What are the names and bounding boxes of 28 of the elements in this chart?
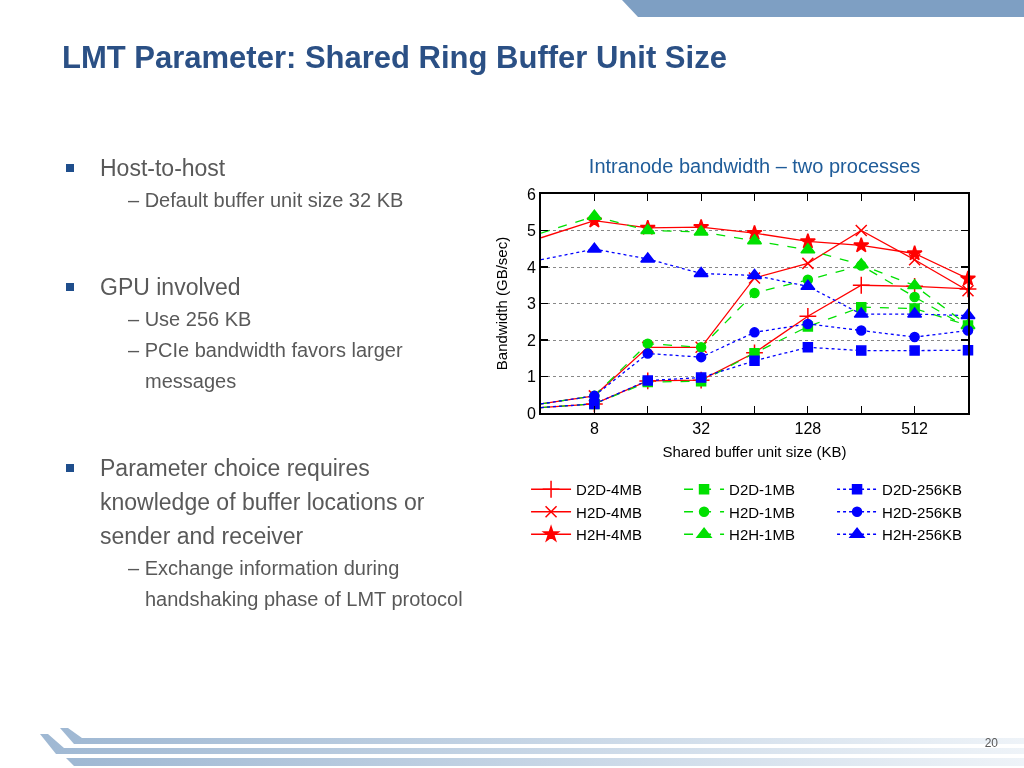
legend-label: H2H-256KB: [882, 526, 963, 544]
legend-label: H2H-4MB: [576, 526, 642, 544]
chart-subtitle: Intranode bandwidth – two processes: [588, 155, 921, 177]
y-tick-label: 6: [526, 185, 536, 203]
legend-label: D2D-1MB: [729, 481, 795, 499]
x-tick-label: 512: [901, 420, 929, 438]
x-tick-label: 8: [589, 420, 599, 438]
legend-label: H2H-1MB: [729, 526, 795, 544]
legend-label: H2D-1MB: [729, 503, 795, 521]
text: Parameter choice requires knowledge of buffer locations or sender and receiver – Exchange information during handshaking phase of LMT protocol: [99, 455, 464, 612]
y-tick-label: 2: [526, 331, 536, 349]
text: GPU involved – Use 256 KB – PCIe bandwidth favors larger messages: [99, 274, 404, 394]
text: 20: [984, 736, 998, 750]
y-tick-label: 3: [526, 295, 536, 313]
x-tick-label: 128: [794, 420, 822, 438]
y-tick-label: 1: [526, 368, 536, 386]
x-axis-title: Shared buffer unit size (KB): [662, 442, 847, 460]
chart-title: LMT Parameter: Shared Ring Buffer Unit Size: [62, 40, 727, 76]
legend-label: D2D-4MB: [576, 481, 642, 499]
y-tick-label: 5: [526, 222, 536, 240]
y-tick-label: 0: [526, 404, 536, 422]
text: Host-to-host – Default buffer unit size 32 KB: [99, 155, 405, 213]
legend-label: H2D-4MB: [576, 503, 642, 521]
legend-label: H2D-256KB: [882, 503, 963, 521]
y-axis-title: Bandwidth (GB/sec): [492, 236, 510, 371]
y-tick-label: 4: [526, 258, 536, 276]
legend-label: D2D-256KB: [882, 481, 963, 499]
x-tick-label: 32: [692, 420, 711, 438]
